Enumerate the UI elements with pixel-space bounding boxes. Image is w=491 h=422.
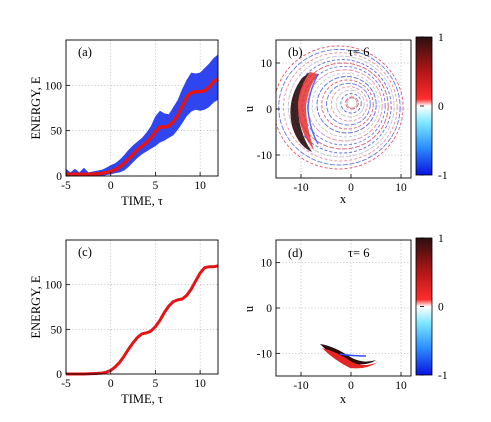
panel-b-ring xyxy=(276,45,404,170)
panel-c-xtick-label: 5 xyxy=(153,378,159,390)
panel-b-ytick-label: 10 xyxy=(261,58,273,70)
panel-c-frame xyxy=(65,239,219,375)
panel-b-xlabel: x xyxy=(340,192,347,206)
panel-a-ytick-label: 0 xyxy=(56,171,62,183)
panel-b-ring xyxy=(283,52,398,162)
panel-b-ticks: -10 0 10 -10 0 10 xyxy=(257,58,407,194)
panel-b-ring xyxy=(321,79,374,130)
colorbar-tick-label: 0 xyxy=(438,101,444,113)
panel-a-xtick-label: -5 xyxy=(61,180,71,192)
colorbar-tick-label: 1 xyxy=(438,32,444,44)
panel-b-xtick-label: 0 xyxy=(348,182,354,194)
panel-c-xtick-label: 10 xyxy=(194,378,206,390)
panel-b-ytick-label: 0 xyxy=(266,104,272,116)
panel-b-tag: (b) xyxy=(288,45,303,59)
panel-b-ring xyxy=(335,89,365,118)
panel-b-ring xyxy=(326,82,371,126)
panel-c-xlabel: TIME, τ xyxy=(121,392,163,406)
panel-b-center xyxy=(346,97,358,109)
panel-d-ylabel: u xyxy=(242,305,256,312)
panel-d-ytick-label: 0 xyxy=(266,303,272,315)
panel-d-xtick-label: -10 xyxy=(293,380,309,392)
panel-c-xtick-label: -5 xyxy=(61,378,71,390)
panel-a-xtick-label: 0 xyxy=(108,180,114,192)
panel-a-ytick-label: 100 xyxy=(45,80,63,92)
panel-b-ring xyxy=(340,93,362,114)
panel-d-blob-blue xyxy=(339,353,367,357)
panel-a-xtick-label: 10 xyxy=(194,180,206,192)
panel-b-ytick-label: -10 xyxy=(257,150,273,162)
panel-d-ticks: -10 0 10 -10 0 10 xyxy=(257,258,407,392)
panel-d-xtick-label: 10 xyxy=(395,380,407,392)
panel-d-blob-red xyxy=(322,348,378,369)
panel-a-line xyxy=(66,77,219,176)
panel-d-ytick-label: -10 xyxy=(257,348,273,360)
panel-a-band xyxy=(66,54,218,176)
panel-c-ytick-label: 50 xyxy=(51,324,63,336)
panel-b-ring xyxy=(287,55,395,158)
panel-d-ytick-label: 10 xyxy=(261,258,273,270)
panel-b-xtick-label: 10 xyxy=(395,182,407,194)
panel-b-ring xyxy=(311,72,380,138)
panel-b-density xyxy=(276,45,404,170)
panel-c-line xyxy=(66,264,219,376)
panel-b-annotation: τ= 6 xyxy=(348,45,369,59)
panel-a-ylabel: ENERGY, E xyxy=(29,76,43,139)
colorbar-tick-label: -1 xyxy=(438,370,448,382)
panel-d-tag: (d) xyxy=(288,246,303,260)
panel-b-ring xyxy=(330,86,368,122)
panel-c-ylabel: ENERGY, E xyxy=(29,275,43,338)
panel-b-ring xyxy=(316,76,377,134)
panel-d-blob-dark xyxy=(320,344,376,365)
panel-d-density xyxy=(320,344,378,369)
panel-c-tag: (c) xyxy=(78,245,92,259)
panel-a-ytick-label: 50 xyxy=(51,126,63,138)
panel-d-colorbar-ticks: -1 0 1 xyxy=(420,233,448,382)
panel-b-ring xyxy=(306,69,383,142)
panel-d-xlabel: x xyxy=(340,392,347,406)
colorbar-tick-label: -1 xyxy=(438,170,448,182)
panel-b-colorbar-ticks: -1 0 1 xyxy=(420,32,448,182)
panel-d-annotation: τ= 6 xyxy=(348,246,369,260)
panel-b-xtick-label: -10 xyxy=(293,182,309,194)
panel-b-crescent-blue xyxy=(307,73,319,145)
panel-c-ytick-label: 100 xyxy=(45,280,63,292)
panel-b-ring xyxy=(278,48,401,166)
colorbar-tick-label: 0 xyxy=(438,302,444,314)
panel-d-grid xyxy=(276,240,411,376)
panel-b-crescent-red xyxy=(297,72,318,150)
panel-a-frame xyxy=(65,39,219,177)
panel-b-ring xyxy=(345,96,359,110)
panel-a-tag: (a) xyxy=(78,45,92,59)
panel-c-grid xyxy=(65,240,218,375)
colorbar-tick-label: 1 xyxy=(438,233,444,245)
panel-b-crescent-dark xyxy=(290,72,312,152)
panel-b-ylabel: u xyxy=(242,105,256,112)
panel-c-xtick-label: 0 xyxy=(108,378,114,390)
panel-a-xtick-label: 5 xyxy=(153,180,159,192)
panel-a-xlabel: TIME, τ xyxy=(121,194,163,208)
panel-d-xtick-label: 0 xyxy=(348,380,354,392)
panel-c-ytick-label: 0 xyxy=(56,369,62,381)
